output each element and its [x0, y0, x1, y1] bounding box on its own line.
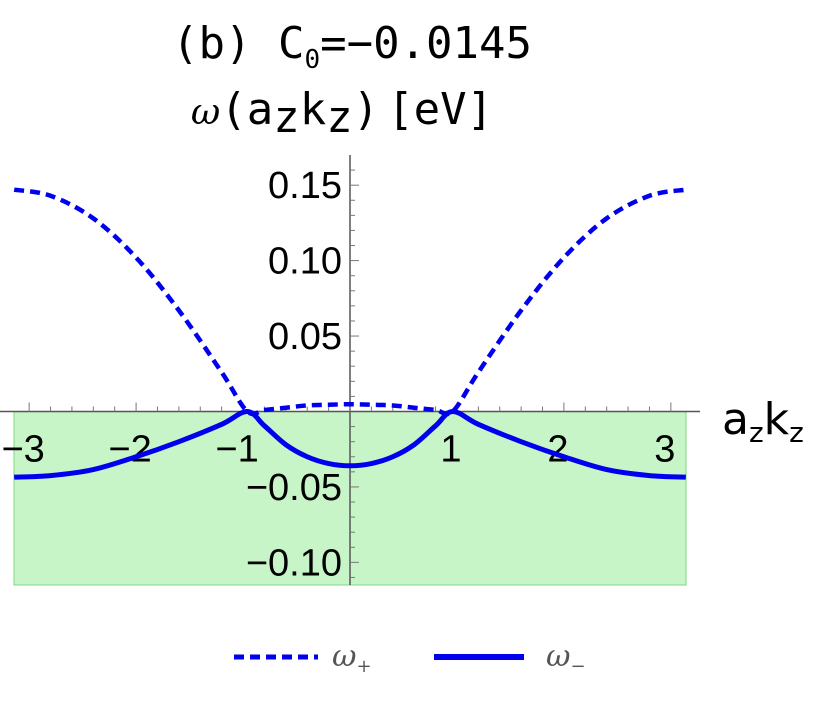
y-tick-labels: 0.15 0.10 0.05 −0.05 −0.10	[246, 165, 342, 584]
x-tick-label: −1	[215, 428, 258, 470]
x-axis-label: azkz	[722, 394, 804, 449]
chart-title: (b) C0=−0.0145	[172, 18, 532, 75]
x-tick-label: 2	[547, 428, 568, 470]
y-tick-label: 0.15	[268, 165, 342, 207]
y-tick-label: 0.10	[268, 241, 342, 283]
y-tick-label: −0.10	[246, 542, 342, 584]
series-omega-plus-line	[13, 187, 687, 417]
legend-label-omega-plus: ω+	[332, 639, 372, 677]
axes	[0, 155, 700, 585]
series-omega-minus-line	[14, 408, 686, 480]
x-tick-label: −3	[1, 428, 44, 470]
x-tick-label: 1	[440, 428, 461, 470]
legend-label-omega-minus: ω−	[546, 639, 586, 677]
y-axis-label: ω(azkz) [eV]	[191, 84, 493, 143]
x-tick-label: 3	[654, 428, 675, 470]
y-tick-label: −0.05	[246, 467, 342, 509]
series-layer	[13, 187, 687, 480]
legend: ω+ ω−	[234, 639, 586, 677]
y-tick-label: 0.05	[268, 316, 342, 358]
